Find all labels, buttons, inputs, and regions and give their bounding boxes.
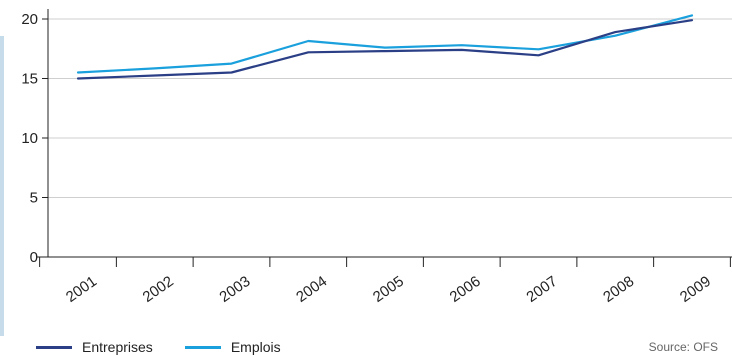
- legend-label-emplois: Emplois: [230, 339, 281, 355]
- legend-label-entreprises: Entreprises: [82, 339, 153, 355]
- x-tick-label-2005: 2005: [370, 273, 407, 306]
- x-tick-label-2009: 2009: [677, 273, 714, 306]
- x-tick-label-2007: 2007: [523, 273, 560, 306]
- line-chart: 0 5 10 15 20 2001 2002 2003 2004 2005 2006 2007 2008…: [21, 9, 732, 306]
- x-tick-label-2002: 2002: [140, 273, 177, 306]
- legend-item-entreprises: Entreprises: [36, 339, 153, 355]
- legend: Entreprises Emplois: [36, 338, 313, 356]
- x-tick-label-2008: 2008: [600, 273, 637, 306]
- y-tick-label-15: 15: [21, 71, 38, 88]
- legend-item-emplois: Emplois: [184, 339, 281, 355]
- x-tick-label-2001: 2001: [63, 273, 100, 306]
- series-line-emplois: [76, 14, 694, 74]
- source-note: Source: OFS: [648, 340, 718, 354]
- x-tick-label-2004: 2004: [293, 273, 330, 306]
- x-tick-label-2003: 2003: [216, 273, 253, 306]
- y-tick-label-5: 5: [30, 190, 38, 207]
- x-tick-label-2006: 2006: [447, 273, 484, 306]
- y-tick-label-20: 20: [21, 11, 38, 28]
- side-accent-bar: [0, 36, 4, 336]
- y-tick-label-10: 10: [21, 130, 38, 147]
- legend-swatch-emplois: [184, 345, 221, 349]
- series-line-entreprises: [76, 19, 694, 80]
- legend-swatch-entreprises: [36, 345, 72, 349]
- y-tick-label-0: 0: [30, 249, 38, 266]
